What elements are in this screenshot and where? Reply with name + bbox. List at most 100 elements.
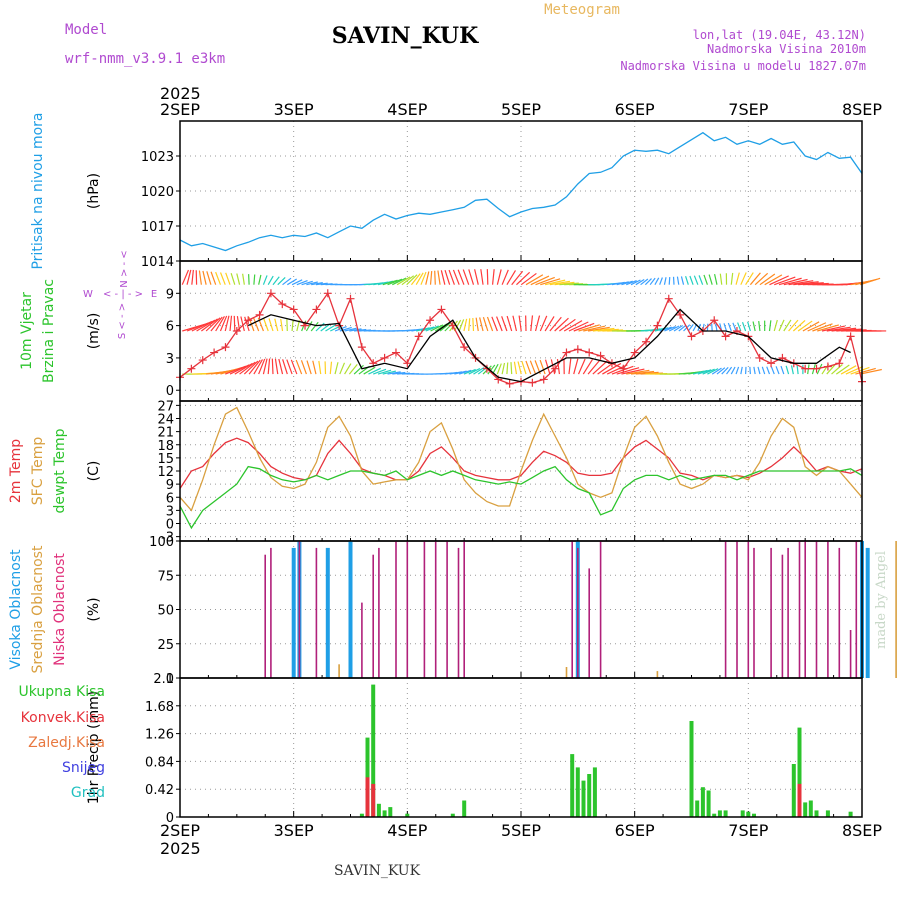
bar-ukupna-kisa <box>700 787 705 817</box>
bar-visoka-oblacnost <box>348 541 353 678</box>
wind-barb <box>496 363 502 375</box>
y-tick-label: 2.1 <box>153 672 174 687</box>
wind-barb <box>616 367 640 375</box>
wind-barb <box>540 278 561 286</box>
wind-barb <box>486 316 494 332</box>
compass-south: S < - > <box>117 303 128 339</box>
wind-barb <box>282 277 292 286</box>
wind-barb <box>663 277 667 285</box>
wind-barb <box>649 277 656 286</box>
wind-barb <box>754 272 769 286</box>
y-tick-label: 9 <box>166 287 174 302</box>
wind-barb <box>518 315 522 332</box>
wind-barb <box>708 274 713 285</box>
wind-barb <box>726 366 733 375</box>
wind-barb <box>859 277 881 286</box>
wind-barb <box>749 366 751 375</box>
wind-speed-marker <box>539 375 548 384</box>
wind-barb <box>716 367 726 375</box>
wind-barb <box>780 365 785 375</box>
bar-niska-oblacnost <box>804 541 806 678</box>
wind-barb <box>286 359 293 375</box>
wind-barb <box>468 269 475 285</box>
wind-barb <box>635 278 645 286</box>
wind-barb <box>420 271 427 285</box>
y-tick-label: 1020 <box>141 185 174 200</box>
wind-barb <box>578 324 600 332</box>
panel-title: 2m Temp <box>8 439 24 503</box>
wind-barb <box>783 319 792 332</box>
bar-niska-oblacnost <box>315 547 318 678</box>
wind-barb <box>769 275 789 286</box>
bar-ukupna-kisa <box>581 780 586 817</box>
y-tick-label: 0 <box>166 672 174 687</box>
bar-ukupna-kisa <box>382 810 387 817</box>
bar-niska-oblacnost <box>781 554 784 678</box>
wind-barb <box>305 321 313 332</box>
wind-barb <box>592 360 608 375</box>
wind-barb <box>458 319 465 332</box>
wind-barb <box>205 317 221 332</box>
panel-clouds: 0 25 50 75 100 (%) Visoka Oblacnost Srednja Obl… <box>8 535 897 687</box>
wind-barb <box>229 364 250 375</box>
wind-barb <box>202 270 207 285</box>
wind-barb <box>312 360 317 375</box>
wind-barb <box>764 274 783 286</box>
station-title: SAVIN_KUK <box>332 23 479 49</box>
wind-barb <box>448 269 455 285</box>
wind-barb <box>778 277 802 286</box>
wind-barb <box>306 281 318 286</box>
y-tick-label: 0.84 <box>145 755 174 770</box>
y-tick-label: 18 <box>157 439 174 454</box>
wind-barb <box>747 321 751 332</box>
series-line-dewpt-temp <box>179 465 863 530</box>
bar-niska-oblacnost <box>395 541 397 678</box>
wind-barb <box>568 321 589 332</box>
wind-barb <box>215 271 222 285</box>
wind-barb <box>415 272 424 285</box>
wind-barb <box>568 358 572 375</box>
wind-barbs <box>181 269 887 375</box>
wind-barb <box>698 275 704 285</box>
elevation-text: Nadmorska Visina 2010m <box>707 42 866 56</box>
bar-niska-oblacnost <box>827 541 829 678</box>
bar-niska-oblacnost <box>264 554 266 678</box>
wind-speed-marker <box>380 353 389 362</box>
panel-title: SFC Temp <box>30 437 46 506</box>
bar-niska-oblacnost <box>747 541 750 678</box>
y-tick-label: 50 <box>157 604 174 619</box>
wind-barb <box>506 315 513 332</box>
compass-north: N > - < <box>119 250 130 287</box>
time-label-bottom: 2SEP <box>160 821 200 840</box>
bar-visoka-oblacnost <box>325 547 330 678</box>
wind-barb <box>770 366 775 375</box>
bar-niska-oblacnost <box>298 541 301 678</box>
wind-barb <box>621 280 633 286</box>
y-axis-label: (%) <box>86 597 102 621</box>
wind-barb <box>210 316 223 332</box>
wind-barb <box>788 280 814 286</box>
wind-barb <box>556 358 561 375</box>
wind-barb <box>382 279 398 286</box>
wind-barb <box>525 360 532 375</box>
wind-barb <box>517 361 522 375</box>
wind-barb <box>534 315 541 332</box>
wind-barb <box>510 362 513 375</box>
wind-barb <box>452 269 460 285</box>
wind-barb <box>463 318 468 332</box>
wind-barb <box>758 320 761 332</box>
wind-barb <box>258 274 262 285</box>
wind-barb <box>759 273 776 286</box>
y-tick-label: 6 <box>166 320 174 335</box>
wind-barb <box>191 320 213 332</box>
time-label-top: 6SEP <box>615 100 655 119</box>
wind-barb <box>334 326 347 332</box>
wind-barb <box>775 366 780 375</box>
wind-barb <box>230 272 236 285</box>
wind-barb <box>262 275 268 285</box>
wind-barb <box>644 278 652 286</box>
wind-speed-marker <box>244 316 253 325</box>
bar-niska-oblacnost <box>577 547 579 678</box>
wind-barb <box>621 368 645 375</box>
wind-barb <box>735 272 740 285</box>
